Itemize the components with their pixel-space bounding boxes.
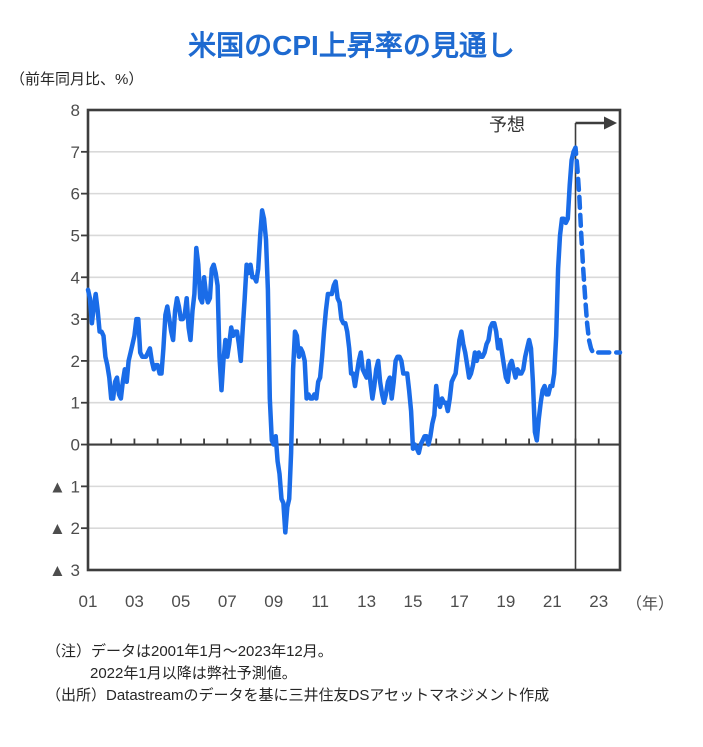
x-tick-label: 03: [125, 592, 144, 611]
y-tick-label: 0: [71, 436, 80, 455]
x-tick-label: 05: [171, 592, 190, 611]
y-tick-label: 1: [71, 394, 80, 413]
cpi-actual-line: [85, 149, 576, 535]
x-tick-label: 19: [496, 592, 515, 611]
x-tick-label: 17: [450, 592, 469, 611]
y-tick-label: 5: [71, 226, 80, 245]
y-tick-label: ▲ 2: [49, 519, 80, 538]
cpi-forecast-line: [571, 145, 623, 355]
forecast-arrow-head-icon: [604, 116, 617, 130]
y-tick-label: 3: [71, 310, 80, 329]
x-tick-label: 15: [404, 592, 423, 611]
x-tick-label: 13: [357, 592, 376, 611]
x-axis-unit-label: （年）: [626, 596, 675, 613]
y-tick-label: 2: [71, 352, 80, 371]
x-tick-label: 07: [218, 592, 237, 611]
y-tick-label: 7: [71, 143, 80, 162]
notes: （注）データは2001年1月～2023年12月。 2022年1月以降は弊社予測値…: [46, 641, 686, 707]
x-tick-label: 11: [311, 592, 329, 611]
note-line-1: （注）データは2001年1月～2023年12月。: [46, 643, 333, 660]
chart-title: 米国のCPI上昇率の見通し: [188, 30, 515, 61]
x-tick-label: 23: [589, 592, 608, 611]
x-tick-label: 21: [543, 592, 562, 611]
y-axis-unit-label: （前年同月比、%）: [10, 71, 144, 88]
y-tick-label: 8: [71, 101, 80, 120]
y-tick-label: ▲ 1: [49, 477, 80, 496]
note-line-2: 2022年1月以降は弊社予測値。: [90, 665, 297, 682]
y-tick-label: 4: [71, 268, 80, 287]
x-tick-label: 01: [79, 592, 98, 611]
note-line-3: （出所）Datastreamのデータを基に三井住友DSアセットマネジメント作成: [46, 687, 550, 704]
x-tick-label: 09: [264, 592, 283, 611]
y-tick-label: 6: [71, 185, 80, 204]
plot-frame: [86, 108, 622, 572]
y-tick-label: ▲ 3: [49, 561, 80, 580]
forecast-label: 予想: [489, 115, 525, 135]
